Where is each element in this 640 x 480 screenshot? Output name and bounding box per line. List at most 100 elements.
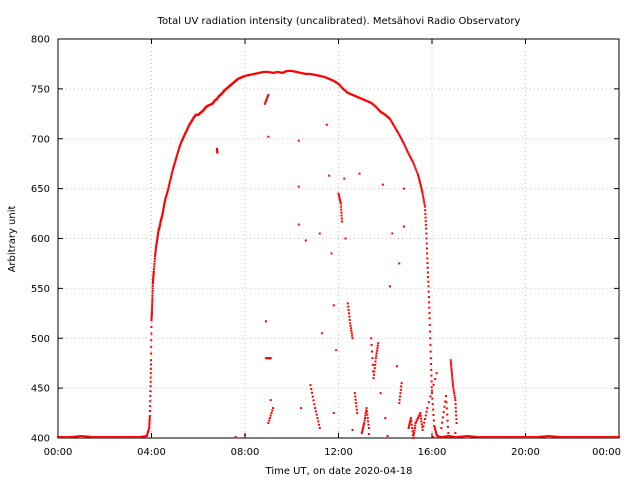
data-point: [349, 322, 352, 325]
data-point-interp: [428, 306, 431, 309]
data-point-interp: [105, 436, 108, 439]
data-point-interp: [60, 436, 63, 439]
data-point-interp: [538, 435, 541, 438]
data-point-interp: [355, 405, 358, 408]
x-tick-label: 16:00: [418, 447, 447, 458]
data-point-interp: [153, 267, 156, 270]
data-point: [524, 436, 527, 439]
data-point-interp: [503, 436, 506, 439]
data-point-interp: [149, 390, 152, 393]
data-point-interp: [154, 247, 157, 250]
data-point: [360, 432, 363, 435]
data-point-interp: [376, 344, 379, 347]
data-point: [154, 255, 157, 258]
data-point: [152, 270, 155, 273]
data-point-interp: [338, 195, 341, 198]
data-point-interp: [425, 247, 428, 250]
data-point-interp: [340, 214, 343, 217]
data-point-interp: [177, 148, 180, 151]
data-point-interp: [375, 354, 378, 357]
data-point-interp: [417, 176, 420, 179]
grid: [58, 39, 619, 438]
data-point-interp: [117, 436, 120, 439]
data-point-interp: [419, 184, 422, 187]
data-point: [351, 337, 354, 340]
data-point-interp: [153, 257, 156, 260]
data-point-interp: [428, 311, 431, 314]
x-axis-label: Time UT, on date 2020-04-18: [265, 466, 413, 477]
data-point: [166, 189, 169, 192]
data-point-interp: [147, 429, 150, 432]
data-point-interp: [434, 428, 437, 431]
data-point: [151, 297, 154, 300]
data-point-interp: [168, 184, 171, 187]
data-point: [432, 436, 435, 439]
data-point-interp: [153, 262, 156, 265]
data-point-interp: [479, 436, 482, 439]
data-point-interp: [99, 436, 102, 439]
data-point-interp: [339, 200, 342, 203]
data-point: [447, 432, 450, 435]
x-tick-label: 12:00: [324, 447, 353, 458]
data-point-interp: [451, 374, 454, 377]
data-point: [339, 202, 342, 205]
data-point-interp: [448, 435, 451, 438]
data-point-interp: [340, 208, 343, 211]
data-point-interp: [575, 436, 578, 439]
data-point-interp: [432, 408, 435, 411]
data-point-interp: [429, 350, 432, 353]
data-point: [272, 407, 275, 410]
data-point-interp: [551, 435, 554, 438]
data-point-interp: [475, 435, 478, 438]
x-tick-label: 20:00: [511, 447, 540, 458]
data-point-interp: [423, 203, 426, 206]
data-point: [447, 435, 450, 438]
data-point: [582, 436, 585, 439]
data-point-interp: [557, 435, 560, 438]
data-point: [466, 435, 469, 438]
data-point-interp: [371, 350, 374, 353]
data-point-interp: [157, 232, 160, 235]
data-point-interp: [506, 436, 509, 439]
data-point-interp: [149, 400, 152, 403]
data-point-interp: [399, 136, 402, 139]
data-point: [391, 232, 394, 235]
data-point: [318, 427, 321, 430]
data-point-interp: [149, 376, 152, 379]
data-point-interp: [424, 414, 427, 417]
data-point-interp: [150, 339, 153, 342]
data-point: [386, 435, 389, 438]
data-point: [115, 436, 118, 439]
data-point-interp: [553, 435, 556, 438]
data-point: [407, 152, 410, 155]
data-point-interp: [155, 242, 158, 245]
y-tick-label: 700: [31, 134, 50, 145]
data-point-interp: [176, 151, 179, 154]
data-point-interp: [429, 330, 432, 333]
data-point-interp: [427, 296, 430, 299]
data-point-interp: [406, 149, 409, 152]
data-point-interp: [410, 420, 413, 423]
data-point: [419, 182, 422, 185]
data-point-interp: [166, 192, 169, 195]
data-point: [325, 123, 328, 126]
data-point-interp: [311, 391, 314, 394]
data-point: [372, 377, 375, 380]
data-point-interp: [409, 155, 412, 158]
data-point-interp: [435, 432, 438, 435]
data-point-interp: [426, 271, 429, 274]
data-point-interp: [347, 305, 350, 308]
data-point-interp: [151, 303, 154, 306]
data-point-interp: [528, 436, 531, 439]
data-point-interp: [313, 403, 316, 406]
data-point-interp: [94, 436, 97, 439]
data-point-interp: [549, 435, 552, 438]
data-point: [169, 179, 172, 182]
data-point: [351, 429, 354, 432]
data-point-interp: [175, 156, 178, 159]
data-point-interp: [151, 308, 154, 311]
data-point-interp: [424, 220, 427, 223]
data-point-interp: [444, 400, 447, 403]
data-point: [337, 192, 340, 195]
data-point: [304, 239, 307, 242]
